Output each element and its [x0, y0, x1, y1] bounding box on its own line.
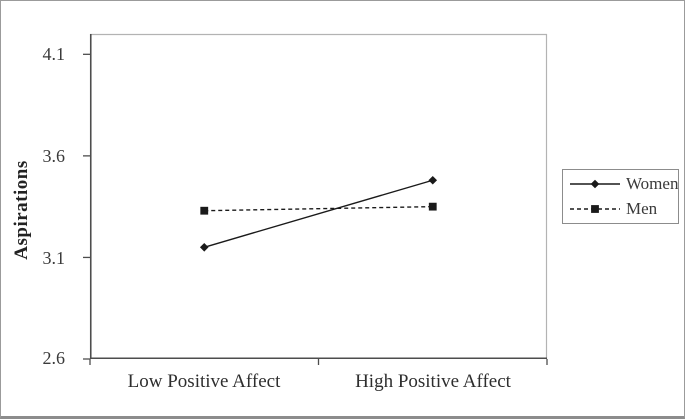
legend: Women Men — [562, 169, 679, 224]
legend-label-women: Women — [626, 174, 679, 194]
y-tick-label-2-6: 2.6 — [42, 348, 66, 368]
legend-label-men: Men — [626, 198, 658, 218]
legend-line-women-icon — [570, 180, 620, 189]
y-axis-title: Aspirations — [11, 160, 32, 260]
legend-item-men: Men — [569, 199, 678, 219]
x-category-label-low: Low Positive Affect — [127, 371, 281, 392]
legend-line-men-icon — [570, 204, 620, 213]
y-tick-label-4-1: 4.1 — [42, 44, 66, 64]
x-category-label-high: High Positive Affect — [355, 371, 511, 392]
legend-item-women: Women — [569, 174, 678, 194]
y-tick-label-3-6: 3.6 — [42, 146, 66, 166]
y-tick-label-3-1: 3.1 — [42, 248, 66, 268]
